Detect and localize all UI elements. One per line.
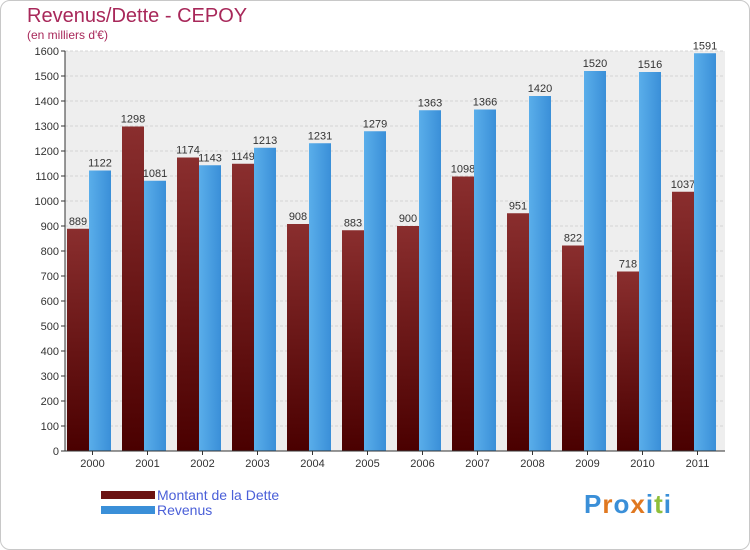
bar-dette bbox=[232, 163, 254, 451]
y-tick-label: 1100 bbox=[35, 171, 59, 183]
y-tick-label: 600 bbox=[41, 296, 59, 308]
chart-title: Revenus/Dette - CEPOY bbox=[27, 5, 248, 27]
y-tick-label: 0 bbox=[53, 446, 59, 458]
y-tick-label: 900 bbox=[41, 221, 59, 233]
data-label: 1520 bbox=[583, 58, 607, 70]
bar-dette bbox=[452, 176, 474, 451]
y-tick-label: 1600 bbox=[35, 46, 59, 58]
x-tick-label: 2006 bbox=[410, 458, 434, 470]
data-label: 1143 bbox=[198, 152, 222, 164]
bar-dette bbox=[287, 224, 309, 451]
data-label: 1122 bbox=[88, 158, 112, 170]
data-label: 889 bbox=[69, 216, 87, 228]
y-tick-label: 1200 bbox=[35, 146, 59, 158]
logo-letter: t bbox=[654, 489, 664, 519]
y-tick-label: 300 bbox=[41, 371, 59, 383]
bar-revenus bbox=[199, 165, 221, 451]
data-label: 1149 bbox=[231, 151, 255, 163]
bar-dette bbox=[342, 230, 364, 451]
y-tick-label: 1000 bbox=[35, 196, 59, 208]
bar-revenus bbox=[419, 110, 441, 451]
data-label: 883 bbox=[344, 217, 362, 229]
legend-item-revenus: Revenus bbox=[101, 501, 279, 518]
data-label: 1298 bbox=[121, 114, 145, 126]
x-tick-label: 2002 bbox=[190, 458, 214, 470]
data-label: 1037 bbox=[671, 179, 695, 191]
data-label: 900 bbox=[399, 213, 417, 225]
data-label: 1366 bbox=[473, 97, 497, 109]
y-tick-label: 200 bbox=[41, 396, 59, 408]
data-label: 951 bbox=[509, 200, 527, 212]
bar-dette bbox=[67, 228, 89, 451]
data-label: 1516 bbox=[638, 59, 662, 71]
logo-letter: i bbox=[663, 489, 672, 519]
x-tick-label: 2003 bbox=[245, 458, 269, 470]
legend-swatch-debt bbox=[101, 490, 155, 499]
x-tick-label: 2001 bbox=[135, 458, 159, 470]
bar-revenus bbox=[529, 96, 551, 451]
y-tick-label: 400 bbox=[41, 346, 59, 358]
data-label: 1174 bbox=[176, 145, 200, 157]
x-tick-label: 2000 bbox=[80, 458, 104, 470]
bar-revenus bbox=[89, 170, 111, 451]
y-tick-label: 800 bbox=[41, 246, 59, 258]
data-label: 1420 bbox=[528, 83, 552, 95]
data-label: 822 bbox=[564, 233, 582, 245]
bar-dette bbox=[562, 245, 584, 451]
x-tick-label: 2009 bbox=[575, 458, 599, 470]
logo-letter: x bbox=[630, 489, 646, 519]
bar-revenus bbox=[254, 147, 276, 451]
data-label: 1279 bbox=[363, 118, 387, 130]
y-tick-label: 700 bbox=[41, 271, 59, 283]
x-tick-label: 2008 bbox=[520, 458, 544, 470]
legend-item-debt: Montant de la Dette bbox=[101, 486, 280, 503]
logo-letter: r bbox=[602, 489, 614, 519]
logo-letter: i bbox=[645, 489, 655, 519]
y-tick-label: 100 bbox=[41, 421, 59, 433]
x-tick-label: 2004 bbox=[300, 458, 324, 470]
proxiti-logo: Proxiti bbox=[584, 489, 672, 520]
data-label: 1231 bbox=[308, 130, 332, 142]
axes: 0 100 200 300 400 500 600 700 800 900 1000 1100 1200… bbox=[35, 46, 725, 470]
legend-swatch-revenus bbox=[101, 505, 155, 514]
y-tick-label: 1300 bbox=[35, 121, 59, 133]
bar-dette bbox=[122, 126, 144, 451]
data-label: 1363 bbox=[418, 97, 442, 109]
data-label: 1081 bbox=[143, 168, 167, 180]
data-label: 1098 bbox=[451, 164, 475, 176]
bar-dette bbox=[617, 271, 639, 451]
bar-revenus bbox=[144, 180, 166, 451]
x-tick-label: 2010 bbox=[630, 458, 654, 470]
logo-letter: o bbox=[613, 489, 631, 519]
bar-revenus bbox=[474, 109, 496, 451]
y-tick-label: 500 bbox=[41, 321, 59, 333]
data-label: 1213 bbox=[253, 135, 277, 147]
y-tick-label: 1500 bbox=[35, 71, 59, 83]
grid-lines bbox=[65, 50, 725, 452]
data-label: 718 bbox=[619, 259, 637, 271]
x-tick-label: 2007 bbox=[465, 458, 489, 470]
bar-dette bbox=[177, 157, 199, 451]
chart-subtitle: (en milliers d'€) bbox=[27, 28, 108, 42]
x-tick-label: 2011 bbox=[686, 458, 710, 470]
bar-dette bbox=[507, 213, 529, 451]
bar-revenus bbox=[639, 72, 661, 451]
legend: Montant de la Dette Revenus bbox=[101, 486, 280, 518]
data-label: 908 bbox=[289, 211, 307, 223]
bar-revenus bbox=[694, 53, 716, 451]
bar-dette bbox=[672, 191, 694, 451]
bar-revenus bbox=[584, 71, 606, 451]
y-tick-label: 1400 bbox=[35, 96, 59, 108]
bar-revenus bbox=[309, 143, 331, 451]
legend-label-debt: Montant de la Dette bbox=[157, 486, 280, 503]
data-label: 1591 bbox=[693, 40, 717, 52]
x-tick-label: 2005 bbox=[355, 458, 379, 470]
legend-label-revenus: Revenus bbox=[157, 501, 213, 518]
logo-letter: P bbox=[584, 489, 603, 519]
bar-revenus bbox=[364, 131, 386, 451]
bar-dette bbox=[397, 226, 419, 451]
